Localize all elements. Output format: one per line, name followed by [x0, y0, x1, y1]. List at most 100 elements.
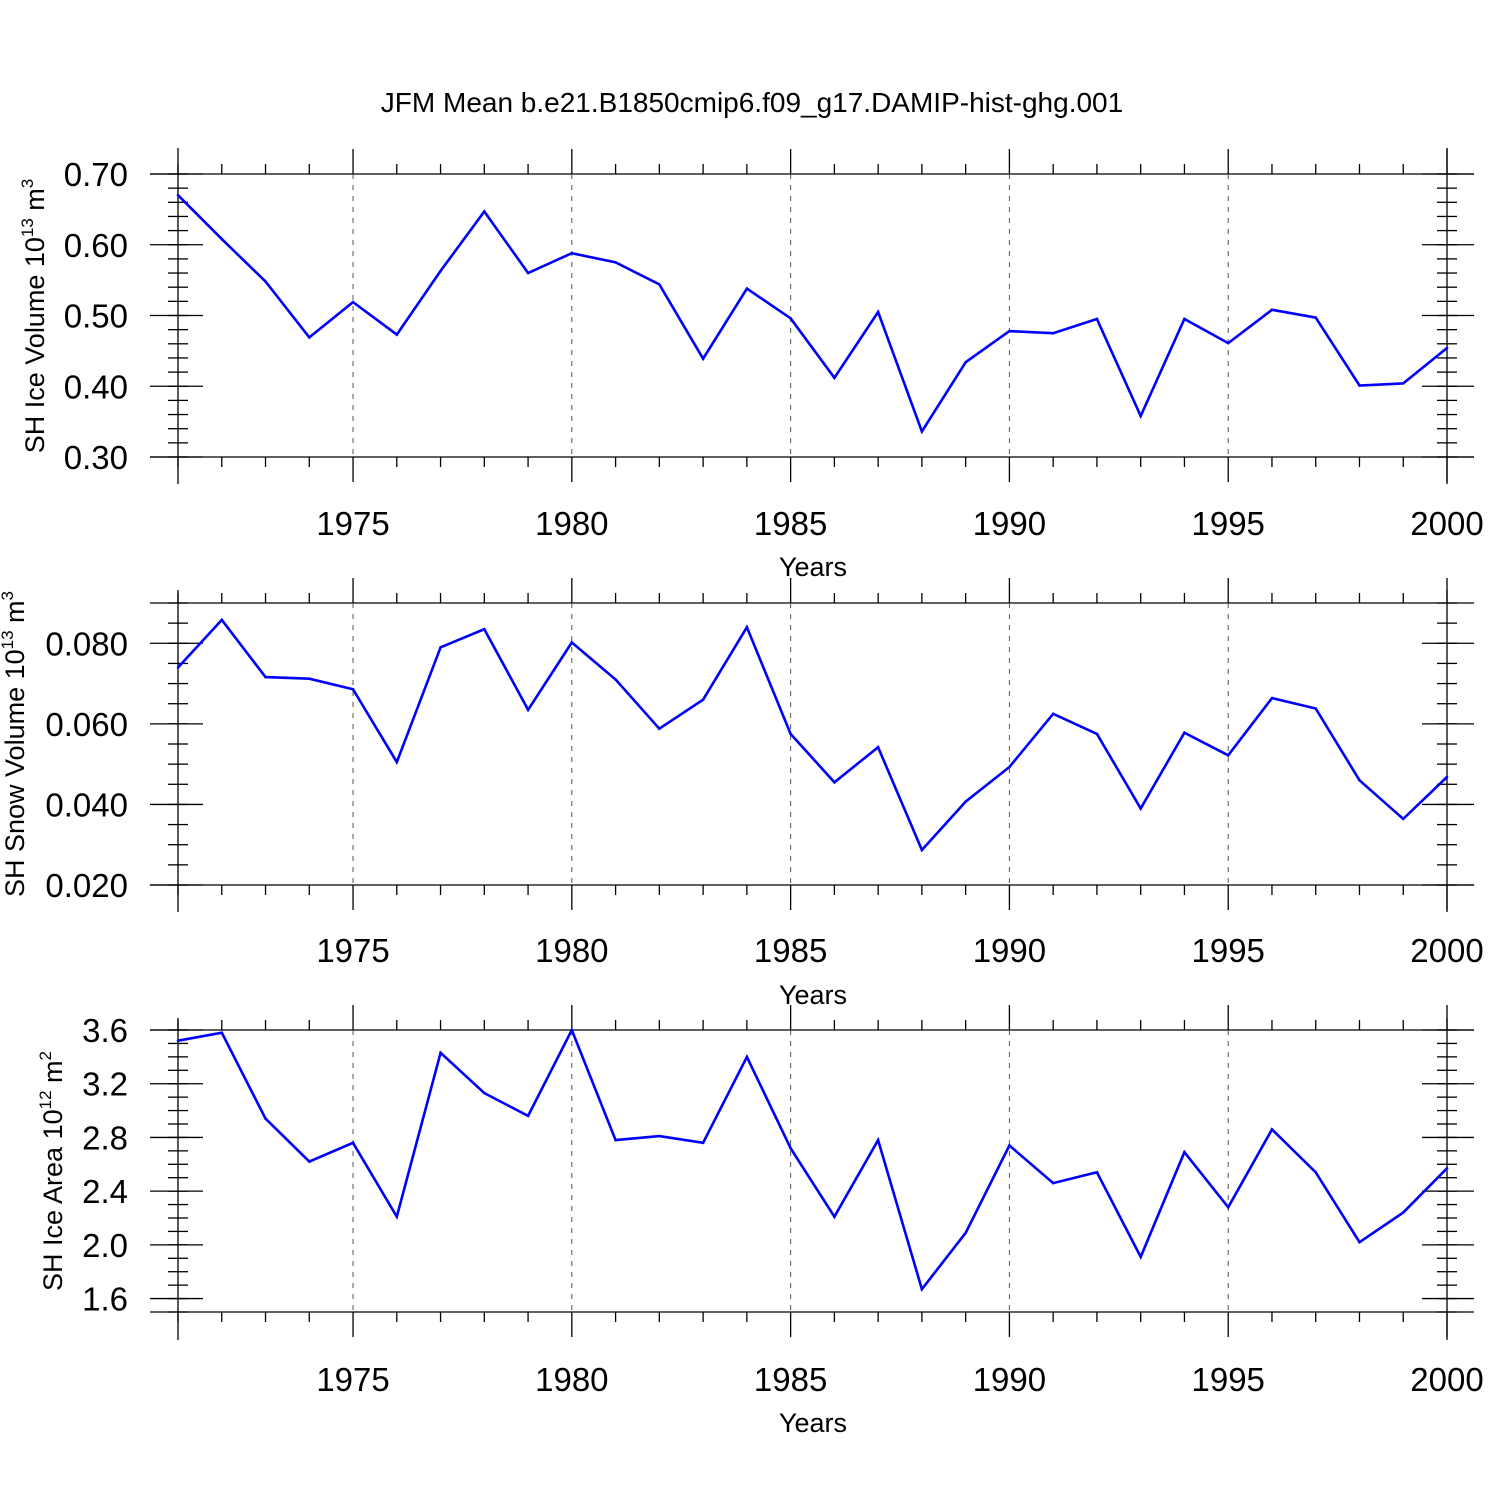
y-tick-label: 3.2 — [82, 1066, 128, 1103]
data-point — [1314, 707, 1317, 710]
y-axis-label-main: SH Ice Volume 10 — [20, 237, 50, 453]
y-axis-label-exponent: 13 — [18, 218, 37, 237]
data-point — [1270, 1128, 1274, 1131]
y-tick-label: 0.060 — [45, 706, 128, 743]
data-point — [614, 1138, 617, 1142]
panels: 1975 1980 1985 1990 1995 2000 Years 0.30 0.40 0.5… — [0, 148, 1484, 1438]
y-tick-label: 2.0 — [82, 1227, 128, 1264]
data-point — [745, 625, 749, 629]
data-point — [964, 800, 967, 803]
data-point — [1314, 316, 1317, 319]
data-point — [439, 646, 442, 649]
y-tick-label: 0.020 — [45, 867, 128, 904]
x-tick-label: 1985 — [754, 1361, 827, 1398]
data-point — [439, 1051, 442, 1055]
data-point — [658, 727, 661, 730]
data-point — [1358, 384, 1361, 387]
x-tick-label: 1990 — [973, 505, 1046, 542]
data-point — [1008, 329, 1011, 333]
x-axis-label: Years — [779, 552, 847, 582]
data-point — [264, 675, 267, 679]
data-point — [351, 1141, 355, 1145]
x-tick-label: 1975 — [316, 505, 389, 542]
y-axis-label-unit: m — [38, 1060, 68, 1090]
y-axis-label-exponent: 12 — [36, 1090, 55, 1109]
data-point — [658, 1134, 661, 1138]
data-point — [526, 271, 530, 275]
y-axis-label: SH Ice Area 1012 m2 — [36, 1051, 68, 1291]
data-point — [1401, 817, 1405, 821]
data-point — [1226, 1206, 1230, 1209]
x-tick-label: 1995 — [1191, 1361, 1264, 1398]
data-point — [526, 708, 530, 712]
data-point — [1226, 341, 1230, 345]
data-point — [176, 666, 180, 669]
x-tick-label: 1995 — [1191, 932, 1264, 969]
data-point — [439, 269, 442, 273]
data-point — [308, 677, 311, 680]
data-point — [1183, 731, 1186, 734]
x-tick-label: 1980 — [535, 505, 608, 542]
data-point — [1183, 317, 1186, 321]
data-point — [1226, 754, 1230, 757]
data-point — [964, 1231, 967, 1235]
data-point — [701, 698, 705, 701]
data-point — [920, 1287, 924, 1291]
data-point — [176, 193, 180, 197]
data-point — [220, 237, 224, 241]
data-point — [1358, 779, 1361, 782]
data-point — [876, 745, 880, 749]
data-point — [1095, 317, 1099, 321]
data-point — [789, 317, 792, 320]
y-tick-label: 2.8 — [82, 1119, 128, 1156]
data-point — [1095, 1171, 1099, 1174]
y-tick-label: 0.040 — [45, 786, 128, 823]
x-tick-label: 2000 — [1410, 932, 1483, 969]
panel-3: 1975 1980 1985 1990 1995 2000 Years 1.6 2.0 2.4 2.… — [36, 1005, 1484, 1438]
data-point — [570, 251, 574, 255]
data-point — [351, 687, 355, 691]
data-point — [1139, 807, 1142, 810]
data-point — [220, 1031, 224, 1034]
y-axis-label: SH Snow Volume 1013 m3 — [0, 591, 30, 897]
y-tick-label: 2.4 — [82, 1173, 128, 1210]
data-point — [308, 1160, 311, 1163]
y-axis-label-exponent: 13 — [0, 630, 17, 649]
y-tick-label: 0.70 — [64, 156, 128, 193]
data-point — [220, 618, 224, 622]
x-tick-label: 1975 — [316, 932, 389, 969]
data-point — [570, 1028, 574, 1032]
y-tick-label: 0.40 — [64, 368, 128, 405]
x-tick-label: 1995 — [1191, 505, 1264, 542]
y-axis-label-unit-exponent: 3 — [18, 179, 37, 188]
y-axis-label-unit-exponent: 3 — [0, 591, 17, 600]
data-point — [264, 1117, 267, 1120]
y-tick-label: 0.080 — [45, 625, 128, 662]
data-point — [1314, 1171, 1317, 1174]
data-point — [1445, 775, 1449, 779]
data-point — [1008, 1144, 1011, 1147]
data-point — [1401, 1211, 1405, 1214]
data-point — [833, 781, 836, 784]
x-axis-label: Years — [779, 980, 847, 1010]
panel-2: 1975 1980 1985 1990 1995 2000 Years 0.020 0.040 0… — [0, 578, 1484, 1010]
data-point — [395, 333, 399, 336]
series-line — [177, 617, 1448, 853]
data-point — [876, 310, 880, 314]
data-point — [1445, 346, 1449, 350]
figure-title: JFM Mean b.e21.B1850cmip6.f09_g17.DAMIP-… — [381, 87, 1123, 118]
series-line — [177, 194, 1448, 435]
data-point — [745, 1055, 749, 1059]
data-point — [614, 261, 617, 264]
data-point — [483, 210, 486, 213]
data-point — [1008, 765, 1011, 769]
data-point — [920, 848, 924, 852]
x-tick-label: 1985 — [754, 505, 827, 542]
data-point — [701, 1141, 705, 1145]
y-axis-label: SH Ice Volume 1013 m3 — [18, 179, 50, 454]
data-point — [526, 1114, 530, 1118]
data-point — [614, 678, 617, 681]
data-point — [789, 732, 792, 736]
data-point — [1183, 1150, 1186, 1154]
